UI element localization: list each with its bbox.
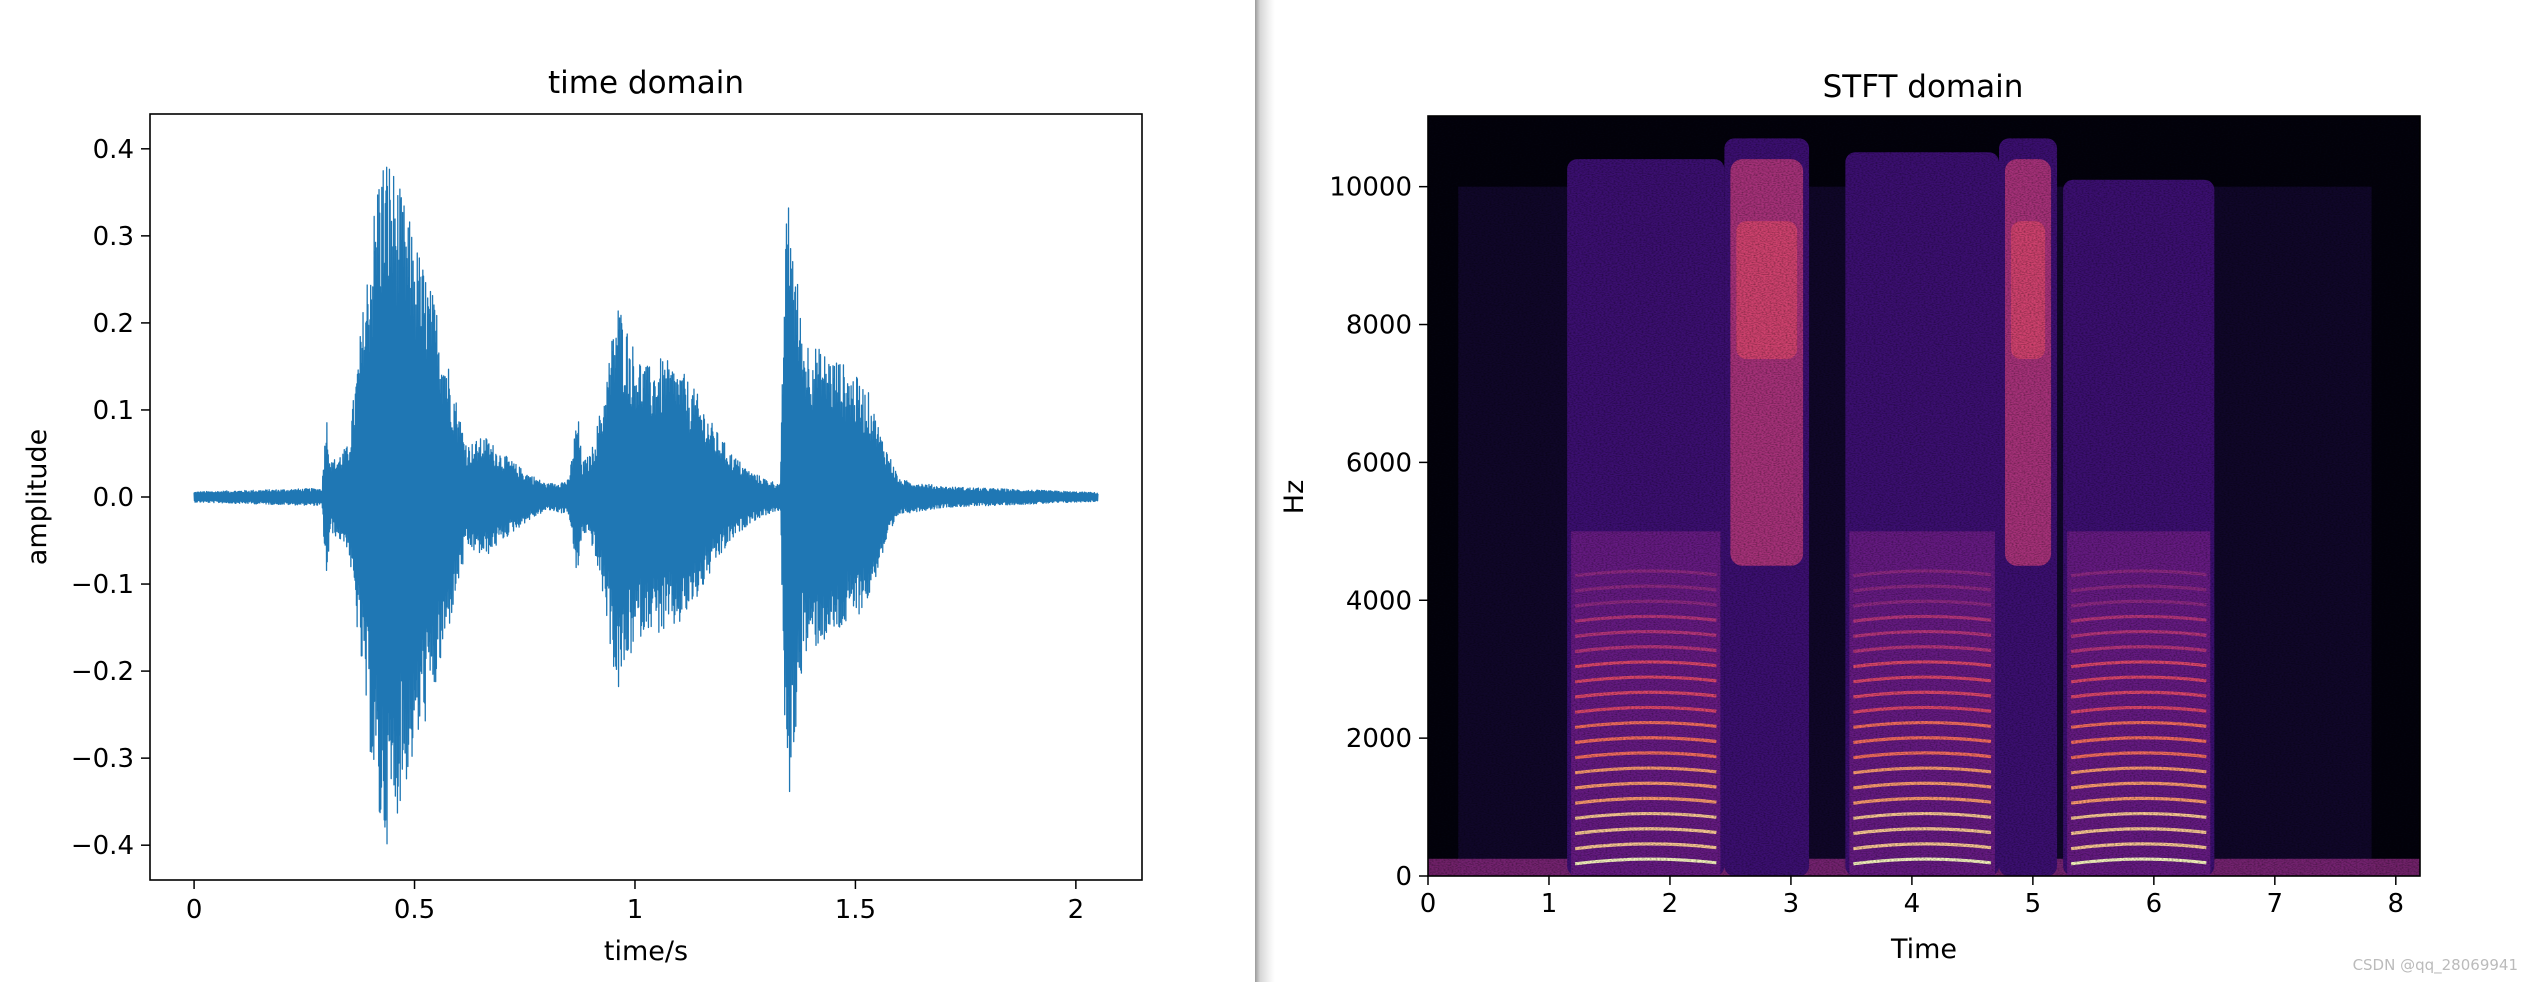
stft-x-axis: 0 1 2 3 4 5 6 7 8: [1420, 876, 2404, 919]
time-x-axis: 0 0.5 1 1.5 2: [186, 880, 1084, 925]
y-tick-label: −0.3: [71, 744, 134, 774]
y-tick-label: 4000: [1346, 586, 1412, 616]
y-tick-label: 0.2: [93, 309, 134, 339]
waveform-series: [193, 166, 1099, 845]
waveform-line: [193, 166, 1099, 845]
y-tick-label: 0.1: [93, 396, 134, 426]
time-y-axis: 0.4 0.3 0.2 0.1 0.0 −0.1 −0.2 −0.3 −0.4: [71, 135, 150, 861]
x-tick-label: 7: [2267, 889, 2284, 919]
stft-y-label: Hz: [1279, 480, 1310, 514]
watermark-text: CSDN @qq_28069941: [2352, 956, 2518, 974]
x-tick-label: 1: [1541, 889, 1558, 919]
x-tick-label: 6: [2146, 889, 2163, 919]
x-tick-label: 4: [1904, 889, 1921, 919]
time-chart-title: time domain: [548, 65, 744, 101]
y-tick-label: 0: [1395, 862, 1412, 892]
x-tick-label: 5: [2025, 889, 2042, 919]
stft-canvas: STFT domain 0 1 2 3 4 5 6 7 8 0 2000 4000 6000 8000 1…: [1279, 69, 2421, 965]
y-tick-label: −0.4: [71, 831, 134, 861]
spectrogram-texture: [1428, 116, 2420, 876]
x-tick-label: 0: [186, 895, 203, 925]
stft-chart-frame: [1427, 115, 2421, 877]
figure-canvas: time domain 0 0.5 1 1.5 2 0.4 0.3 0.2 0.1 0.0 −0.…: [22, 65, 1143, 967]
y-tick-label: −0.1: [71, 570, 134, 600]
time-domain-chart: time domain 0 0.5 1 1.5 2 0.4 0.3 0.2 0.1 0.0 −0.…: [22, 65, 1143, 967]
x-tick-label: 2: [1068, 895, 1085, 925]
x-tick-label: 1: [627, 895, 644, 925]
y-tick-label: 0.3: [93, 222, 134, 252]
stft-chart-title-text: STFT domain: [1823, 69, 2024, 105]
time-x-label: time/s: [604, 936, 688, 967]
window-divider: [1255, 0, 1275, 982]
y-tick-label: 6000: [1346, 448, 1412, 478]
y-tick-label: 0.0: [93, 483, 134, 513]
y-tick-label: 10000: [1329, 173, 1412, 203]
y-tick-label: 2000: [1346, 724, 1412, 754]
x-tick-label: 3: [1783, 889, 1800, 919]
x-tick-label: 0.5: [394, 895, 435, 925]
x-tick-label: 2: [1662, 889, 1679, 919]
x-tick-label: 8: [2388, 889, 2405, 919]
stft-y-axis: 0 2000 4000 6000 8000 10000: [1329, 173, 1428, 892]
stft-x-label: Time: [1890, 934, 1957, 965]
x-tick-label: 0: [1420, 889, 1437, 919]
x-tick-label: 1.5: [835, 895, 876, 925]
y-tick-label: −0.2: [71, 657, 134, 687]
time-y-label: amplitude: [22, 429, 53, 565]
y-tick-label: 8000: [1346, 311, 1412, 341]
y-tick-label: 0.4: [93, 135, 134, 165]
